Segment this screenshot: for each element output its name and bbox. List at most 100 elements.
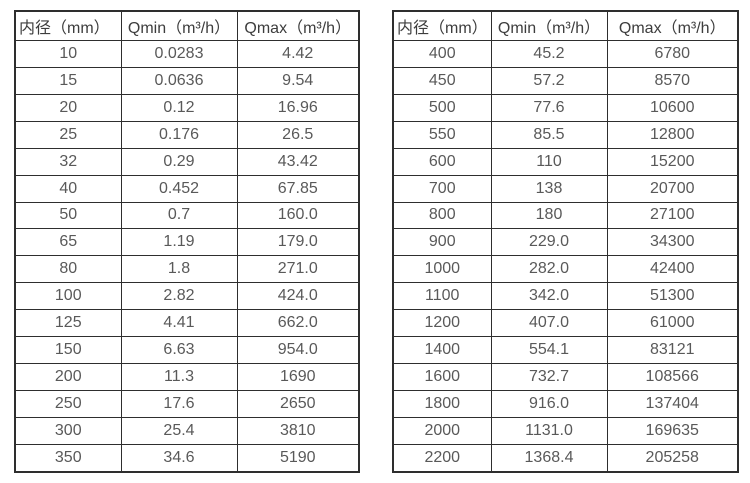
table-cell: 32 xyxy=(14,147,122,176)
column-header: Qmin（m³/h） xyxy=(120,10,238,41)
table-cell: 916.0 xyxy=(490,389,608,418)
table-row: 10 0.0283 4.42 xyxy=(14,40,360,68)
table-cell: 42400 xyxy=(606,255,739,284)
table-row: 500 77.6 10600 xyxy=(392,93,739,122)
table-cell: 34.6 xyxy=(120,443,238,473)
table-row: 32 0.29 43.42 xyxy=(14,147,360,176)
table-cell: 43.42 xyxy=(236,147,360,176)
table-cell: 229.0 xyxy=(490,228,608,257)
table-cell: 600 xyxy=(392,147,492,176)
table-cell: 0.452 xyxy=(120,174,238,203)
table-row: 65 1.19 179.0 xyxy=(14,228,360,257)
table-cell: 700 xyxy=(392,174,492,203)
table-cell: 169635 xyxy=(606,416,739,445)
table-cell: 137404 xyxy=(606,389,739,418)
table-cell: 27100 xyxy=(606,201,739,230)
table-row: 20 0.12 16.96 xyxy=(14,93,360,122)
table-cell: 138 xyxy=(490,174,608,203)
column-header: 内径（mm） xyxy=(392,10,492,41)
table-cell: 900 xyxy=(392,228,492,257)
table-row: 100 2.82 424.0 xyxy=(14,282,360,311)
table-cell: 1800 xyxy=(392,389,492,418)
table-cell: 4.42 xyxy=(236,40,360,68)
table-cell: 25 xyxy=(14,120,122,149)
table-row: 350 34.6 5190 xyxy=(14,443,360,473)
table-cell: 15200 xyxy=(606,147,739,176)
table-cell: 282.0 xyxy=(490,255,608,284)
table-row: 2000 1131.0 169635 xyxy=(392,416,739,445)
table-cell: 40 xyxy=(14,174,122,203)
table-row: 600 110 15200 xyxy=(392,147,739,176)
table-header-row: 内径（mm） Qmin（m³/h） Qmax（m³/h） xyxy=(392,10,739,41)
table-cell: 108566 xyxy=(606,363,739,391)
table-cell: 1400 xyxy=(392,336,492,365)
table-cell: 77.6 xyxy=(490,93,608,122)
column-header: Qmin（m³/h） xyxy=(490,10,608,41)
table-cell: 0.29 xyxy=(120,147,238,176)
table-row: 1100 342.0 51300 xyxy=(392,282,739,311)
table-cell: 85.5 xyxy=(490,120,608,149)
table-row: 800 180 27100 xyxy=(392,201,739,230)
table-cell: 100 xyxy=(14,282,122,311)
table-cell: 11.3 xyxy=(120,363,238,391)
table-cell: 20 xyxy=(14,93,122,122)
table-cell: 500 xyxy=(392,93,492,122)
table-cell: 400 xyxy=(392,40,492,68)
table-cell: 2650 xyxy=(236,389,360,418)
table-row: 200 11.3 1690 xyxy=(14,363,360,391)
table-cell: 83121 xyxy=(606,336,739,365)
table-row: 550 85.5 12800 xyxy=(392,120,739,149)
table-cell: 61000 xyxy=(606,309,739,338)
table-cell: 6.63 xyxy=(120,336,238,365)
table-cell: 0.0283 xyxy=(120,40,238,68)
flow-spec-table-large-diameters: 内径（mm） Qmin（m³/h） Qmax（m³/h） 400 45.2 6780 45… xyxy=(392,10,739,473)
table-row: 15 0.0636 9.54 xyxy=(14,66,360,95)
table-cell: 179.0 xyxy=(236,228,360,257)
table-cell: 45.2 xyxy=(490,40,608,68)
table-cell: 1131.0 xyxy=(490,416,608,445)
table-cell: 150 xyxy=(14,336,122,365)
table-cell: 1200 xyxy=(392,309,492,338)
table-cell: 2.82 xyxy=(120,282,238,311)
table-cell: 3810 xyxy=(236,416,360,445)
table-cell: 17.6 xyxy=(120,389,238,418)
table-row: 700 138 20700 xyxy=(392,174,739,203)
table-body: 10 0.0283 4.42 15 0.0636 9.54 20 0.12 16.96 25 0.1… xyxy=(14,40,360,473)
table-cell: 80 xyxy=(14,255,122,284)
table-cell: 0.7 xyxy=(120,201,238,230)
table-row: 1000 282.0 42400 xyxy=(392,255,739,284)
table-cell: 1.8 xyxy=(120,255,238,284)
table-cell: 25.4 xyxy=(120,416,238,445)
table-cell: 954.0 xyxy=(236,336,360,365)
table-cell: 350 xyxy=(14,443,122,473)
table-cell: 250 xyxy=(14,389,122,418)
table-cell: 125 xyxy=(14,309,122,338)
table-row: 1200 407.0 61000 xyxy=(392,309,739,338)
table-cell: 9.54 xyxy=(236,66,360,95)
table-row: 400 45.2 6780 xyxy=(392,40,739,68)
table-cell: 1690 xyxy=(236,363,360,391)
header-row: 内径（mm） Qmin（m³/h） Qmax（m³/h） xyxy=(392,10,739,41)
table-cell: 1000 xyxy=(392,255,492,284)
table-cell: 407.0 xyxy=(490,309,608,338)
table-cell: 5190 xyxy=(236,443,360,473)
table-cell: 800 xyxy=(392,201,492,230)
header-row: 内径（mm） Qmin（m³/h） Qmax（m³/h） xyxy=(14,10,360,41)
table-cell: 6780 xyxy=(606,40,739,68)
table-cell: 342.0 xyxy=(490,282,608,311)
table-cell: 0.12 xyxy=(120,93,238,122)
table-cell: 271.0 xyxy=(236,255,360,284)
table-cell: 1100 xyxy=(392,282,492,311)
table-cell: 51300 xyxy=(606,282,739,311)
table-row: 1800 916.0 137404 xyxy=(392,389,739,418)
table-row: 2200 1368.4 205258 xyxy=(392,443,739,473)
table-row: 900 229.0 34300 xyxy=(392,228,739,257)
table-cell: 424.0 xyxy=(236,282,360,311)
table-row: 40 0.452 67.85 xyxy=(14,174,360,203)
table-cell: 110 xyxy=(490,147,608,176)
table-cell: 16.96 xyxy=(236,93,360,122)
table-cell: 450 xyxy=(392,66,492,95)
table-cell: 34300 xyxy=(606,228,739,257)
table-row: 450 57.2 8570 xyxy=(392,66,739,95)
